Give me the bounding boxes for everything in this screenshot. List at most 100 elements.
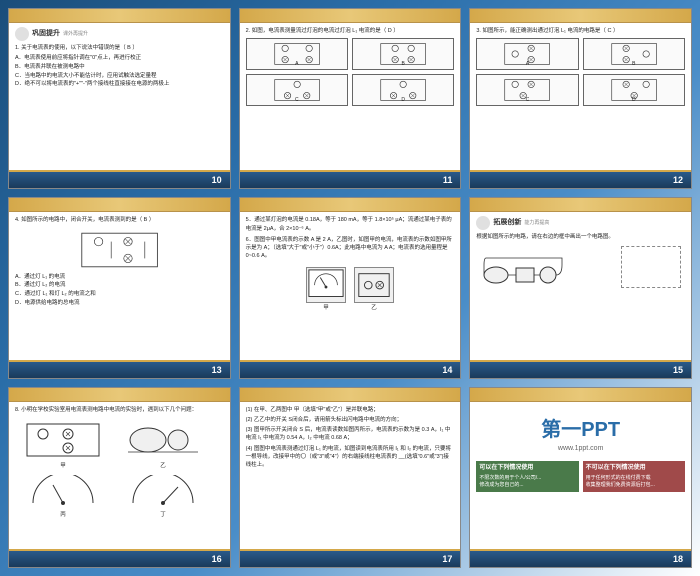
slide-footer: 17 (240, 549, 461, 567)
slide-13[interactable]: 4. 如图所示的电路中，闭合开关，电流表测到的是（ B ） A．通过灯 L₁ 的… (8, 197, 231, 378)
page-number: 11 (443, 175, 453, 185)
option-c: C．当电路中的电流大小不能估计时，应用试触法选定量程 (15, 73, 224, 81)
device-images: 甲 乙 丙 丁 (15, 420, 224, 520)
slide-12[interactable]: 3. 如图所示，能正确测出通过灯泡 L₁ 电流的电路是（ C ） A B C D… (469, 8, 692, 189)
reading-icon (15, 27, 29, 41)
logo-title: 第一PPT (476, 416, 685, 444)
label-jia: 甲 (306, 305, 346, 313)
circuit-icon (354, 267, 394, 303)
slide-header (9, 9, 230, 23)
circuit-diagrams: A B C D (246, 38, 455, 106)
slide-header (240, 198, 461, 212)
question-2: 2. 如图，电流表测量流过灯泡的电流过灯泡 L₁ 电流的是（ D ） (246, 27, 455, 35)
page-number: 12 (673, 175, 683, 185)
answer-drawbox (621, 246, 681, 288)
slide-10[interactable]: 巩固提升 课外再提升 1. 关于电流表的使用，以下说法中错误的是（ B ） A．… (8, 8, 231, 189)
answer-3: (3) 图甲所示开关闭合 S 后，电流表读数如图丙所示，电流表的示数为是 0.3… (246, 426, 455, 443)
label-ding: 丁 (115, 512, 211, 520)
circuit-diagrams: A B C D (476, 38, 685, 106)
page-number: 17 (442, 554, 452, 564)
slide-body: 4. 如图所示的电路中，闭合开关，电流表测到的是（ B ） A．通过灯 L₁ 的… (9, 212, 230, 359)
section-label: 巩固提升 (32, 29, 60, 39)
circuit-a: A (476, 38, 578, 70)
page-number: 10 (212, 175, 222, 185)
option-a: A．通过灯 L₁ 的电流 (15, 274, 224, 282)
slide-footer: 16 (9, 549, 230, 567)
slide-grid: 巩固提升 课外再提升 1. 关于电流表的使用，以下说法中错误的是（ B ） A．… (0, 0, 700, 576)
answer-2: (2) 乙乙中的开关 S闭合后，请用箭头标出闪电路中电流的方向； (246, 416, 455, 424)
slide-footer: 13 (9, 360, 230, 378)
label-yi: 乙 (354, 305, 394, 313)
slide-15[interactable]: 拓展创新 能力再提高 根据如图所示的电路，请在右边的框中画出一个电路图。 15 (469, 197, 692, 378)
slide-body: 8. 小明在学校实验室用电流表测电路中电流的实验时，遇到以下几个问题： 甲 乙 … (9, 402, 230, 549)
slide-header (9, 388, 230, 402)
option-b: B．电流表并联在被测电路中 (15, 64, 224, 72)
page-number: 13 (212, 365, 222, 375)
slide-body: 拓展创新 能力再提高 根据如图所示的电路，请在右边的框中画出一个电路图。 (470, 212, 691, 359)
circuit-c: C (476, 74, 578, 106)
slide-body: 第一PPT www.1ppt.com 可以在下列情况使用 不限次数的用于个人/公… (470, 402, 691, 549)
slide-footer: 12 (470, 170, 691, 188)
device-images: 甲 乙 (246, 267, 455, 313)
section-label: 拓展创新 (493, 218, 521, 228)
notallowed-col: 不可以在下列情况使用 用于任何形式的在线付费下载 收集整理我们免费资源后打包..… (583, 461, 685, 491)
page-number: 15 (673, 365, 683, 375)
slide-14[interactable]: 5．通过某灯泡的电流是 0.18A，等于 180 mA，等于 1.8×10⁵ μ… (239, 197, 462, 378)
option-d: D．电源供给电路的总电流 (15, 300, 224, 308)
question-8: 8. 小明在学校实验室用电流表测电路中电流的实验时，遇到以下几个问题： (15, 406, 224, 414)
circuit-label-a: A (295, 61, 298, 68)
answer-4: (4) 图图中电流表测通过灯泡 L₁ 的电流，如图读到电流表所用 I₁ 和 I₂… (246, 445, 455, 470)
question-3: 3. 如图所示，能正确测出通过灯泡 L₁ 电流的电路是（ C ） (476, 27, 685, 35)
option-a: A．电流表使用前应将指针调在"0"点上，再进行校正 (15, 55, 224, 63)
circuit-d: D (583, 74, 685, 106)
slide-header (470, 198, 691, 212)
ammeter-icon (306, 267, 346, 303)
option-b: B．通过灯 L₂ 的电流 (15, 282, 224, 290)
circuit-label-d: D (632, 97, 636, 104)
circuit-d: D (352, 74, 454, 106)
slide-body: 5．通过某灯泡的电流是 0.18A，等于 180 mA，等于 1.8×10⁵ μ… (240, 212, 461, 359)
notallowed-item-1: 用于任何形式的在线付费下载 (586, 475, 682, 482)
allowed-col: 可以在下列情况使用 不限次数的用于个人/公司/... 修改成为您自己的... (476, 461, 578, 491)
slide-16[interactable]: 8. 小明在学校实验室用电流表测电路中电流的实验时，遇到以下几个问题： 甲 乙 … (8, 387, 231, 568)
section-sublabel: 能力再提高 (524, 220, 549, 227)
circuit-label-a: A (526, 61, 529, 68)
circuit-label-b: B (401, 61, 404, 68)
question-6: 6．图图中甲电流表的示数 A 是 2 A，乙图时，如图甲的电流，电流表的示数如图… (246, 236, 455, 261)
section-title: 巩固提升 课外再提升 (15, 27, 224, 41)
slide-body: (1) 在甲、乙两图中 甲（选填"甲"或"乙"）是并联电路； (2) 乙乙中的开… (240, 402, 461, 549)
circuit-label-c: C (526, 97, 530, 104)
slide-17[interactable]: (1) 在甲、乙两图中 甲（选填"甲"或"乙"）是并联电路； (2) 乙乙中的开… (239, 387, 462, 568)
question-1: 1. 关于电流表的使用，以下说法中错误的是（ B ） (15, 44, 224, 52)
slide-header (9, 198, 230, 212)
question-7: 根据如图所示的电路，请在右边的框中画出一个电路图。 (476, 233, 685, 241)
circuit-diagram (15, 229, 224, 271)
allowed-title: 可以在下列情况使用 (479, 464, 575, 472)
circuit-b: B (352, 38, 454, 70)
circuit-label-b: B (632, 61, 635, 68)
slide-footer: 15 (470, 360, 691, 378)
notallowed-item-2: 收集整理我们免费资源后打包... (586, 482, 682, 489)
question-4: 4. 如图所示的电路中，闭合开关，电流表测到的是（ B ） (15, 216, 224, 224)
slide-footer: 18 (470, 549, 691, 567)
page-number: 16 (212, 554, 222, 564)
allowed-item-2: 修改成为您自己的... (479, 482, 575, 489)
slide-header (470, 9, 691, 23)
diagram-yi: 乙 (115, 420, 211, 471)
label-bing: 丙 (15, 512, 111, 520)
option-d: D．绝不可以将电流表的"+""-"两个接线柱直接接在电源的两极上 (15, 81, 224, 89)
circuit-yi: 乙 (354, 267, 394, 313)
circuit-a: A (246, 38, 348, 70)
slide-footer: 11 (240, 170, 461, 188)
slide-11[interactable]: 2. 如图，电流表测量流过灯泡的电流过灯泡 L₁ 电流的是（ D ） A B C… (239, 8, 462, 189)
slide-18[interactable]: 第一PPT www.1ppt.com 可以在下列情况使用 不限次数的用于个人/公… (469, 387, 692, 568)
idea-icon (476, 216, 490, 230)
options: A．通过灯 L₁ 的电流 B．通过灯 L₂ 的电流 C．通过灯 L₁ 和灯 L₂… (15, 274, 224, 308)
diagram-bing: 丙 (15, 475, 111, 520)
ammeter-jia: 甲 (306, 267, 346, 313)
slide-header (240, 388, 461, 402)
option-c: C．通过灯 L₁ 和灯 L₂ 的电流之和 (15, 291, 224, 299)
slide-body: 巩固提升 课外再提升 1. 关于电流表的使用，以下说法中错误的是（ B ） A．… (9, 23, 230, 170)
notallowed-title: 不可以在下列情况使用 (586, 464, 682, 472)
diagram-jia: 甲 (15, 420, 111, 471)
